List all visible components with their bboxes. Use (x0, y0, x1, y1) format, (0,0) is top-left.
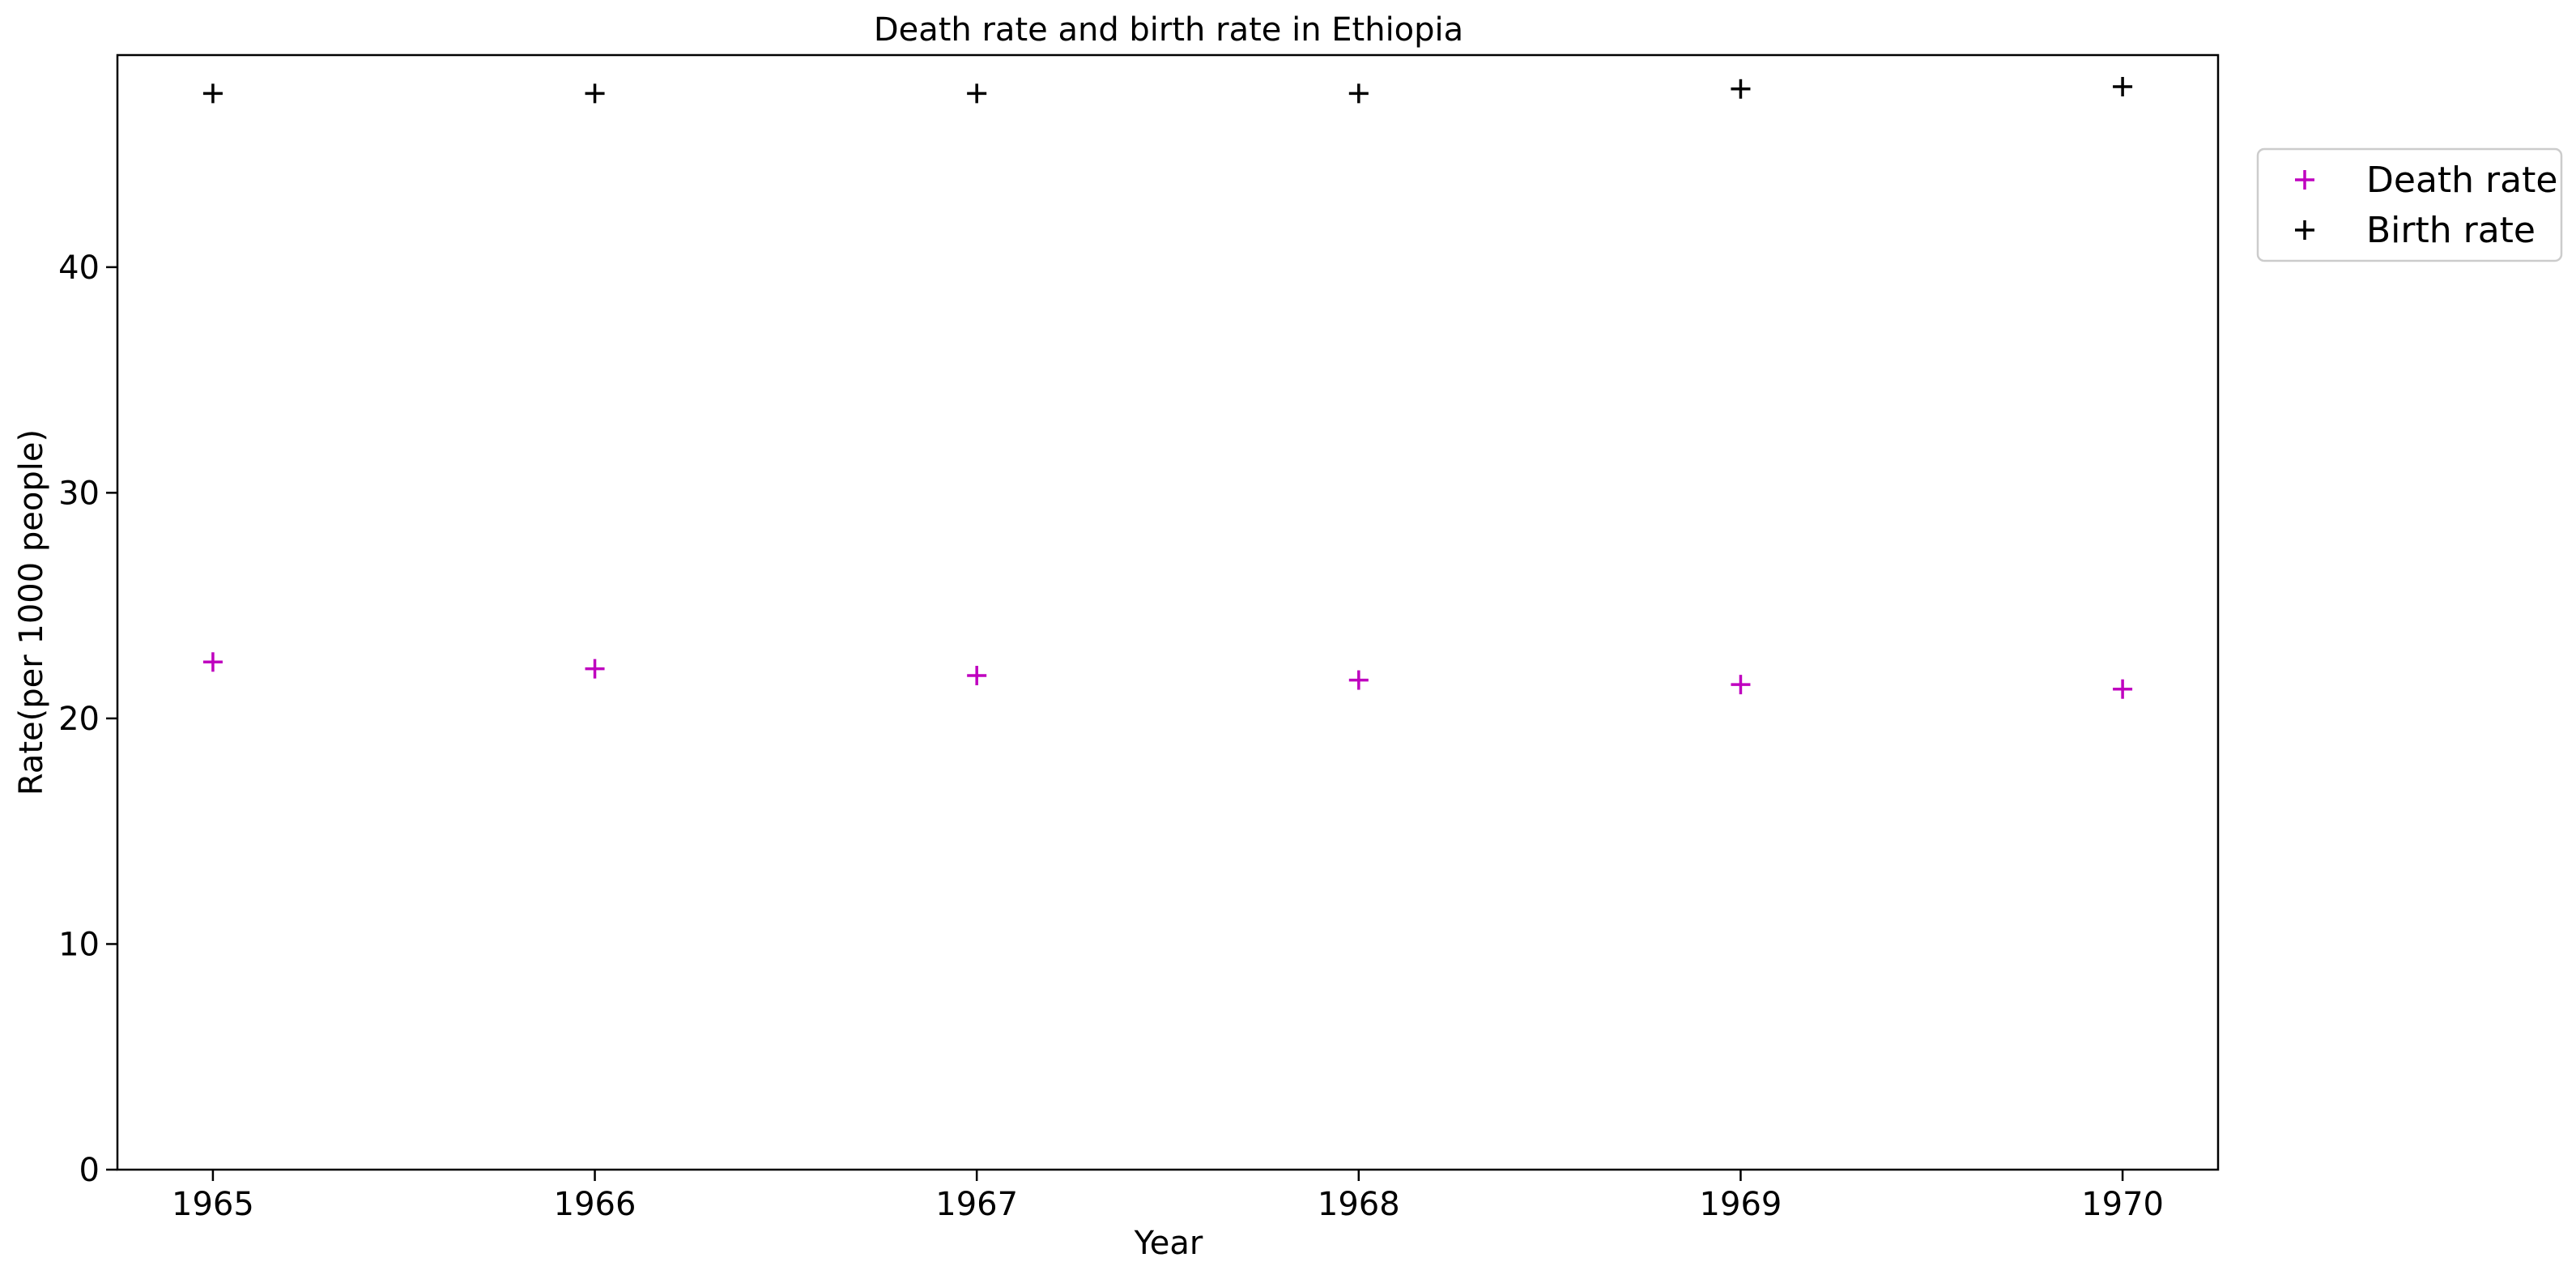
legend-marker-birth-rate (2295, 220, 2314, 240)
legend-label-death-rate: Death rate (2366, 160, 2557, 201)
legend: Death rate Birth rate (2256, 147, 2563, 262)
death-rate-point (202, 652, 223, 672)
death-rate-point (585, 659, 605, 679)
birth-rate-point (585, 83, 605, 104)
x-axis-label: Year (1134, 1225, 1203, 1262)
birth-rate-point (967, 83, 987, 104)
death-rate-point (967, 665, 987, 685)
birth-rate-point (2113, 76, 2133, 96)
y-axis-label: Rate(per 1000 people) (13, 429, 50, 795)
x-tick-label: 1967 (935, 1186, 1018, 1223)
y-tick-label: 20 (58, 701, 100, 738)
y-tick-label: 40 (58, 249, 100, 287)
death-rate-point (1731, 675, 1751, 695)
x-axis-ticks: 1965 1966 1967 1968 1969 1970 (172, 1170, 2164, 1223)
y-tick-label: 30 (58, 475, 100, 512)
y-axis-ticks: 0 10 20 30 40 (58, 249, 117, 1189)
y-tick-label: 10 (58, 926, 100, 963)
y-tick-label: 0 (79, 1152, 100, 1189)
x-tick-label: 1969 (1700, 1186, 1782, 1223)
birth-rate-point (1731, 79, 1751, 99)
legend-marker-death-rate (2295, 170, 2314, 190)
data-markers (202, 76, 2133, 699)
x-tick-label: 1968 (1318, 1186, 1400, 1223)
legend-label-birth-rate: Birth rate (2366, 210, 2536, 251)
chart-title: Death rate and birth rate in Ethiopia (874, 11, 1463, 49)
birth-rate-point (202, 83, 223, 104)
x-tick-label: 1970 (2081, 1186, 2164, 1223)
plot-frame (116, 53, 2220, 1171)
legend-frame (2256, 147, 2563, 262)
birth-rate-point (1348, 83, 1369, 104)
death-rate-point (1348, 670, 1369, 690)
death-rate-point (2113, 679, 2133, 699)
x-tick-label: 1965 (172, 1186, 254, 1223)
x-tick-label: 1966 (554, 1186, 637, 1223)
